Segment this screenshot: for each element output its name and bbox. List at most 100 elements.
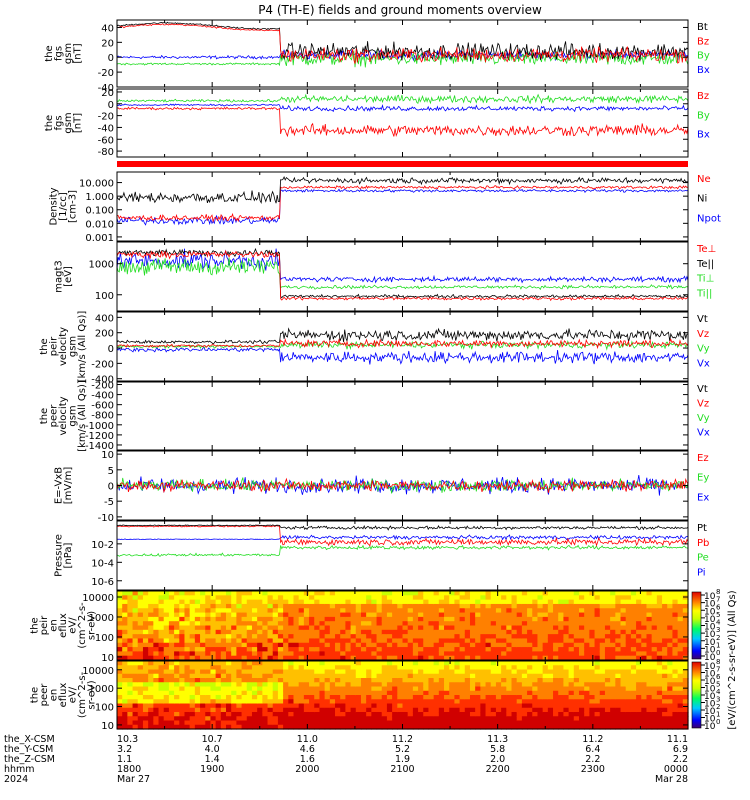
p11-spectrogram-cell	[200, 712, 206, 717]
p10-spectrogram-cell	[464, 608, 471, 614]
p11-spectrogram-cell	[371, 669, 378, 675]
p10-spectrogram-cell	[646, 625, 653, 631]
p11-spectrogram-cell	[220, 682, 227, 688]
p11-spectrogram-cell	[241, 665, 248, 671]
p11-spectrogram-cell	[485, 669, 492, 675]
p10-spectrogram-cell	[662, 638, 668, 644]
p10-spectrogram-cell	[568, 634, 575, 640]
p11-spectrogram-cell	[495, 720, 502, 726]
p10-spectrogram-cell	[200, 625, 206, 631]
p11-spectrogram-cell	[480, 682, 487, 688]
p10-spectrogram-cell	[137, 616, 144, 622]
p10-spectrogram-cell	[610, 629, 616, 635]
p11-spectrogram-cell	[444, 695, 450, 700]
p11-spectrogram-cell	[153, 678, 160, 683]
p11-spectrogram-cell	[480, 712, 487, 717]
p10-spectrogram-cell	[547, 629, 554, 635]
p2-legend-item: Bx	[697, 130, 710, 141]
p10-spectrogram-cell	[563, 612, 570, 618]
p11-spectrogram-cell	[226, 699, 232, 705]
p10-spectrogram-cell	[386, 603, 393, 609]
p10-spectrogram-cell	[303, 603, 310, 609]
p10-spectrogram-cell	[122, 647, 128, 652]
p10-spectrogram-cell	[205, 616, 212, 622]
p11-spectrogram-cell	[677, 669, 684, 675]
p11-spectrogram-cell	[340, 712, 346, 717]
p11-spectrogram-cell	[521, 682, 528, 688]
p11-spectrogram-cell	[158, 682, 165, 688]
p10-spectrogram-cell	[553, 655, 559, 661]
p10-spectrogram-cell	[340, 616, 346, 622]
p11-spectrogram-cell	[480, 695, 487, 700]
p11-spectrogram-cell	[428, 661, 435, 666]
p11-spectrogram-cell	[547, 720, 554, 726]
p10-spectrogram-cell	[594, 634, 601, 640]
p10-spectrogram-cell	[516, 642, 523, 648]
p11-spectrogram-cell	[485, 695, 492, 700]
p10-spectrogram-cell	[620, 612, 627, 618]
p10-spectrogram-cell	[376, 638, 383, 644]
p10-spectrogram-cell	[153, 595, 160, 601]
p10-spectrogram-cell	[527, 647, 533, 652]
p10-spectrogram-cell	[335, 647, 341, 652]
p10-spectrogram-cell	[542, 621, 549, 627]
p11-spectrogram-cell	[277, 669, 284, 675]
p11-spectrogram-cell	[392, 665, 398, 671]
p11-spectrogram-cell	[464, 665, 471, 671]
p11-spectrogram-cell	[651, 699, 658, 705]
p11-spectrogram-cell	[319, 716, 326, 722]
p11-spectrogram-cell	[630, 720, 637, 726]
p11-spectrogram-cell	[490, 712, 497, 717]
p11-spectrogram-cell	[428, 712, 435, 717]
p11-spectrogram-cell	[672, 690, 679, 696]
p11-ylabel: eV/	[68, 686, 79, 703]
p10-spectrogram-cell	[283, 612, 289, 618]
p11-spectrogram-cell	[251, 690, 258, 696]
p10-spectrogram-cell	[630, 647, 637, 652]
p10-spectrogram-cell	[215, 616, 222, 622]
p11-spectrogram-cell	[158, 686, 165, 692]
p10-spectrogram-cell	[298, 629, 305, 635]
p11-spectrogram-cell	[475, 707, 481, 713]
p10-spectrogram-cell	[641, 591, 648, 596]
p10-spectrogram-cell	[662, 647, 668, 652]
p10-spectrogram-cell	[262, 634, 269, 640]
p10-spectrogram-cell	[667, 616, 674, 622]
p11-spectrogram-cell	[682, 661, 689, 666]
p10-spectrogram-cell	[127, 621, 134, 627]
p10-spectrogram-cell	[371, 647, 378, 652]
p11-spectrogram-cell	[174, 673, 180, 679]
p10-spectrogram-cell	[293, 612, 300, 618]
p11-spectrogram-cell	[360, 686, 367, 692]
p10-spectrogram-cell	[340, 608, 346, 614]
p11-spectrogram-cell	[433, 678, 440, 683]
p11-spectrogram-cell	[267, 678, 274, 683]
p10-spectrogram-cell	[298, 599, 305, 605]
p10-spectrogram-cell	[158, 655, 165, 661]
p10-spectrogram-cell	[589, 599, 596, 605]
p11-spectrogram-cell	[511, 716, 518, 722]
p11-spectrogram-cell	[210, 699, 217, 705]
p10-spectrogram-cell	[272, 595, 279, 601]
p11-spectrogram-cell	[630, 724, 637, 730]
p10-spectrogram-cell	[475, 638, 481, 644]
p10-spectrogram-cell	[459, 595, 466, 601]
xaxis-row-label: 2024	[4, 774, 28, 785]
p10-spectrogram-cell	[423, 621, 430, 627]
p10-spectrogram-cell	[527, 608, 533, 614]
xaxis-row-value: 1900	[200, 764, 224, 775]
p10-spectrogram-cell	[620, 625, 627, 631]
p11-spectrogram-cell	[604, 724, 611, 730]
p11-spectrogram-cell	[319, 673, 326, 679]
p10-spectrogram-cell	[506, 616, 513, 622]
p10-spectrogram-cell	[153, 634, 160, 640]
p10-spectrogram-cell	[127, 655, 134, 661]
p11-spectrogram-cell	[495, 690, 502, 696]
p10-spectrogram-cell	[667, 634, 674, 640]
p11-spectrogram-cell	[646, 661, 653, 666]
p10-spectrogram-cell	[168, 599, 175, 605]
p10-spectrogram-cell	[563, 616, 570, 622]
p11-spectrogram-cell	[589, 716, 596, 722]
p10-spectrogram-cell	[651, 616, 658, 622]
p11-spectrogram-cell	[272, 682, 279, 688]
